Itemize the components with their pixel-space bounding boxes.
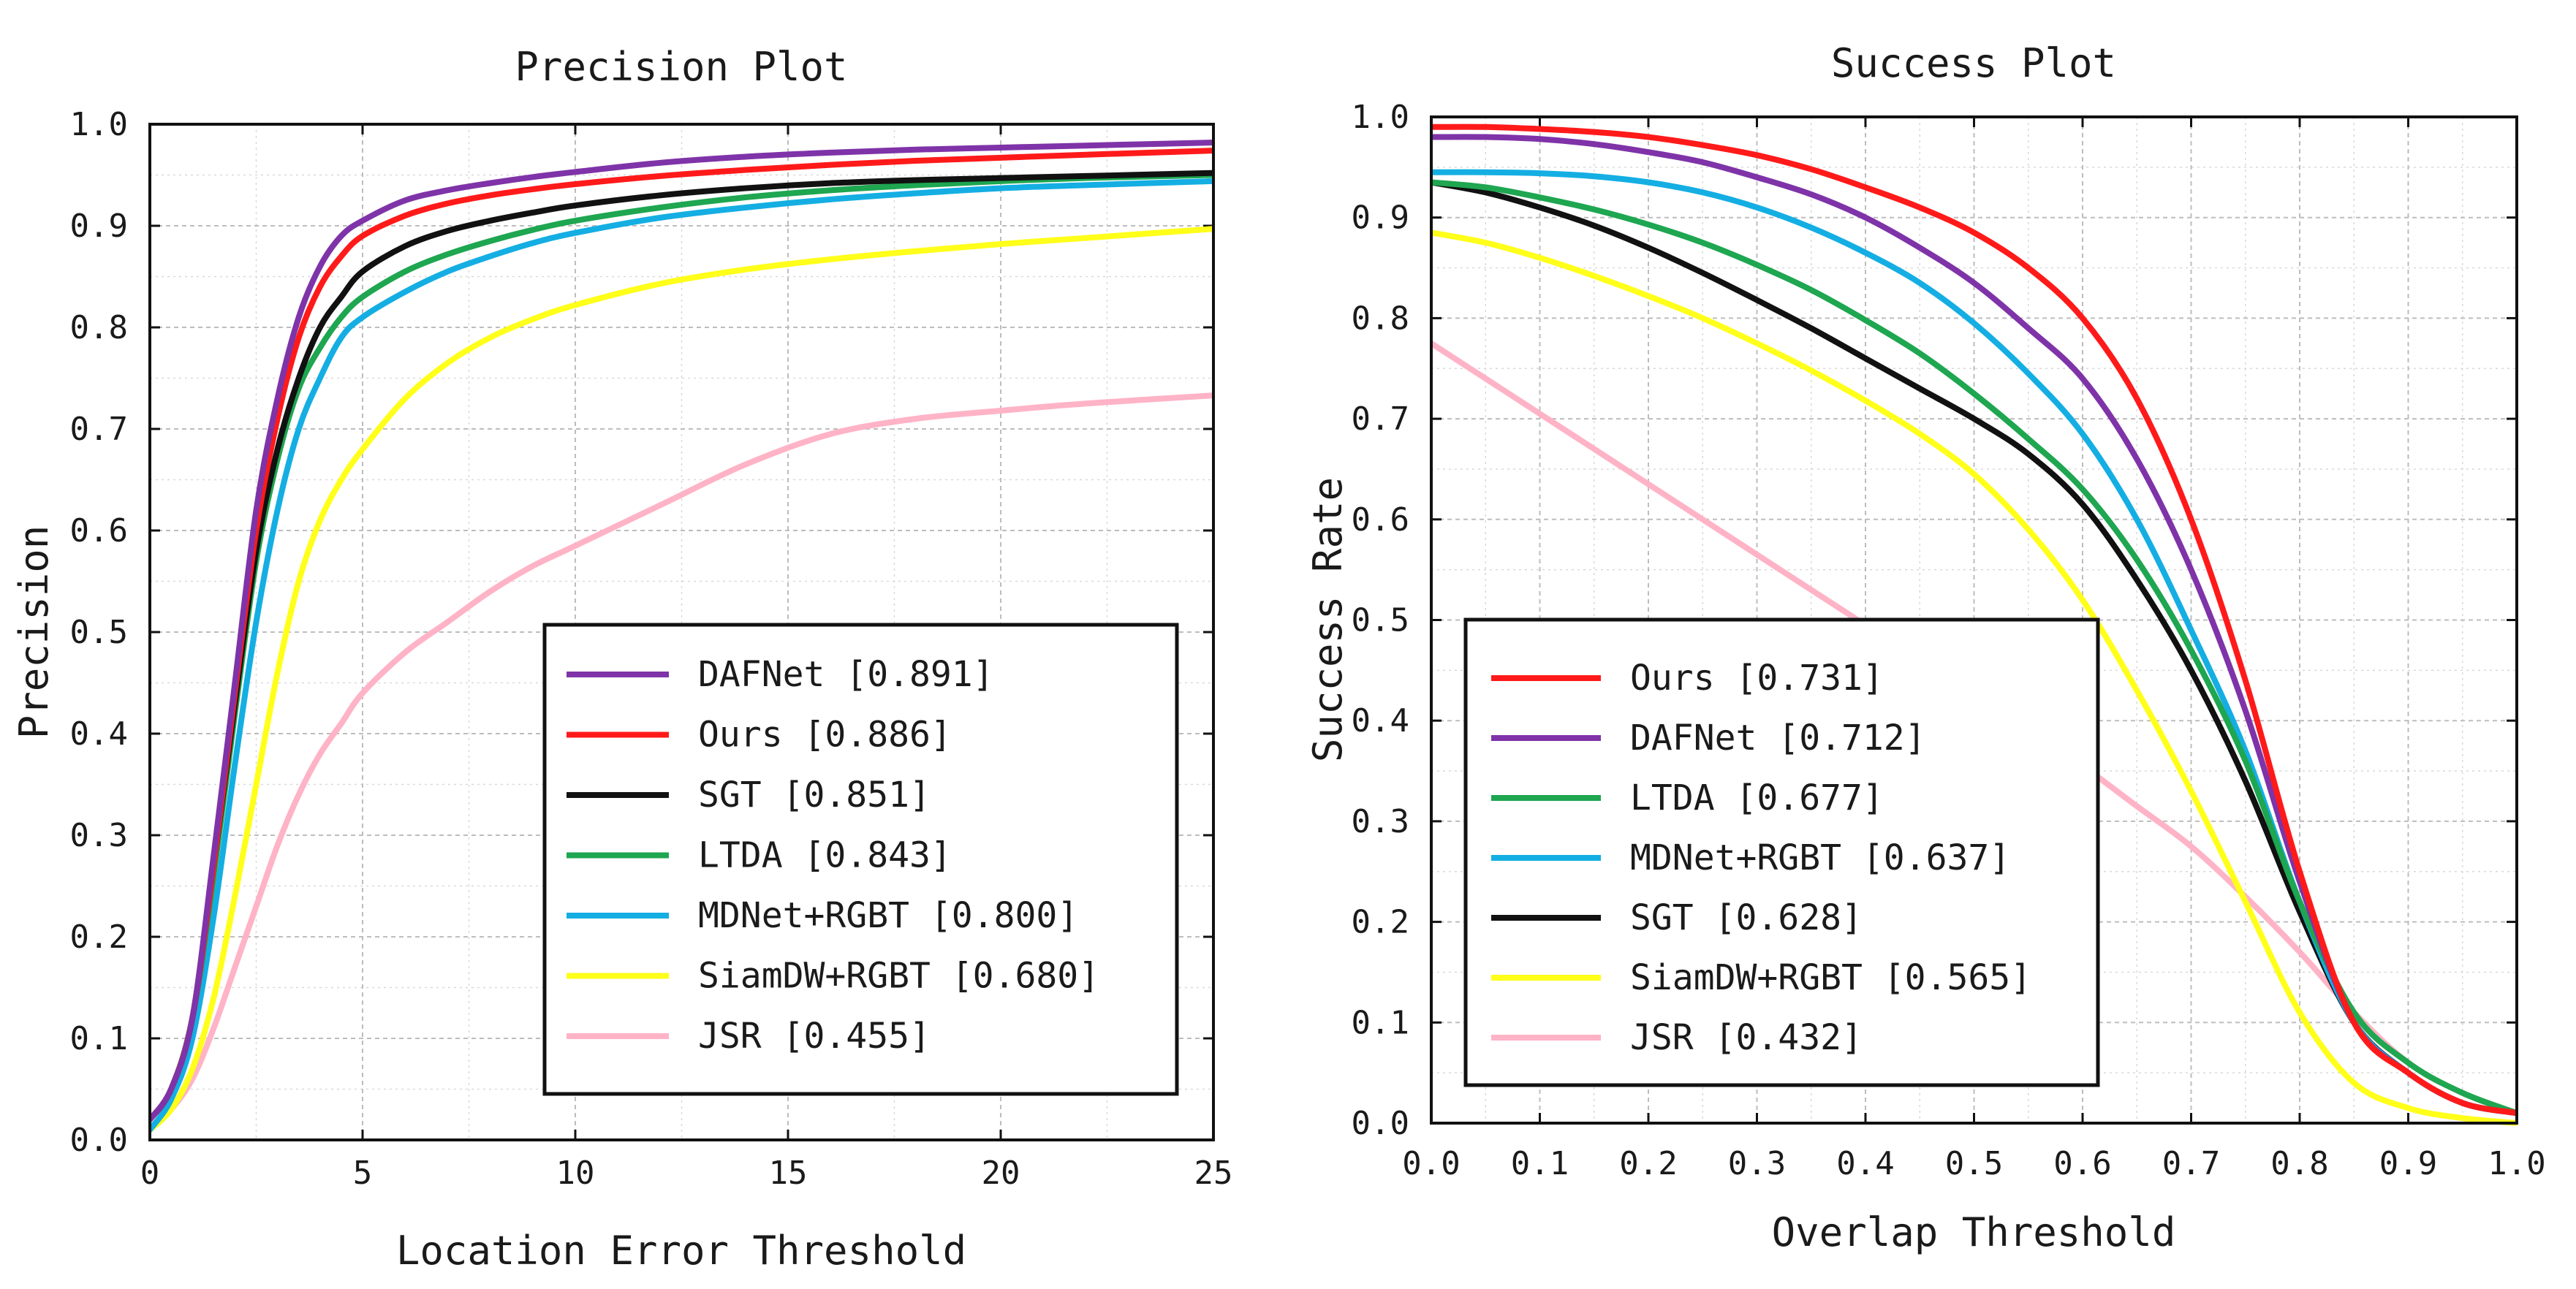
precision-legend-label-siamdw-rgbt: SiamDW+RGBT [0.680] bbox=[698, 956, 1099, 997]
success-legend-label-jsr: JSR [0.432] bbox=[1630, 1017, 1863, 1058]
precision-y-tick-label: 0.4 bbox=[70, 715, 128, 753]
precision-x-tick-label: 15 bbox=[769, 1155, 808, 1192]
success-y-tick-label: 0.7 bbox=[1352, 400, 1409, 438]
precision-ticks: 0 5 10 15 20 25 0.0 0.1 0.2 0.3 0.4 0.5 0.6 0.7 0.8 0.9… bbox=[70, 106, 1233, 1192]
precision-series bbox=[150, 140, 1213, 1133]
success-x-tick-label: 0.1 bbox=[1511, 1145, 1569, 1182]
success-x-tick-label: 0.6 bbox=[2053, 1145, 2111, 1182]
precision-y-tick-label: 0.5 bbox=[70, 614, 128, 651]
success-axes-frame bbox=[1430, 115, 2518, 1125]
precision-legend-label-ours: Ours [0.886] bbox=[698, 715, 952, 756]
precision-y-tick-label: 0.9 bbox=[70, 208, 128, 245]
precision-y-tick-label: 0.0 bbox=[70, 1122, 128, 1159]
success-y-tick-label: 0.8 bbox=[1352, 300, 1409, 337]
precision-series-line-mdnet-rgbt bbox=[150, 178, 1213, 1133]
precision-y-tick-label: 0.1 bbox=[70, 1020, 128, 1057]
success-y-tick-label: 0.3 bbox=[1352, 803, 1409, 840]
success-chart-title: Success Plot bbox=[1831, 40, 2116, 86]
success-y-tick-label: 0.4 bbox=[1352, 702, 1409, 739]
success-x-tick-label: 0.7 bbox=[2162, 1145, 2220, 1182]
success-y-tick-label: 0.5 bbox=[1352, 602, 1409, 639]
precision-x-tick-label: 0 bbox=[140, 1155, 160, 1192]
success-legend-label-mdnet-rgbt: MDNet+RGBT [0.637] bbox=[1630, 837, 2010, 878]
success-series-line-ours bbox=[1431, 123, 2517, 1117]
precision-axes-frame bbox=[148, 123, 1215, 1141]
precision-x-tick-label: 25 bbox=[1194, 1155, 1233, 1192]
success-legend-label-siamdw-rgbt: SiamDW+RGBT [0.565] bbox=[1630, 957, 2031, 998]
success-legend-label-ours: Ours [0.731] bbox=[1630, 658, 1884, 699]
precision-x-tick-label: 10 bbox=[556, 1155, 595, 1192]
success-y-tick-label: 0.1 bbox=[1352, 1004, 1409, 1041]
success-legend-box bbox=[1463, 617, 2100, 1087]
success-chart: 0.0 0.1 0.2 0.3 0.4 0.5 0.6 0.7 0.8 0.9 1.0 0.0 0.1 0… bbox=[1305, 40, 2546, 1255]
success-x-tick-label: 0.3 bbox=[1728, 1145, 1786, 1182]
success-y-tick-label: 0.9 bbox=[1352, 199, 1409, 237]
precision-y-tick-label: 1.0 bbox=[70, 106, 128, 143]
success-legend-label-sgt: SGT [0.628] bbox=[1630, 897, 1863, 938]
precision-legend-label-sgt: SGT [0.851] bbox=[698, 775, 931, 815]
precision-y-axis-label: Precision bbox=[11, 525, 57, 739]
precision-x-tick-label: 20 bbox=[982, 1155, 1020, 1192]
success-legend-label-ltda: LTDA [0.677] bbox=[1630, 777, 1884, 818]
precision-legend-label-dafnet: DAFNet [0.891] bbox=[698, 654, 994, 695]
precision-chart: 0 5 10 15 20 25 0.0 0.1 0.2 0.3 0.4 0.5 0.6 0.7 0.8 0.9… bbox=[11, 44, 1232, 1274]
precision-series-line-dafnet bbox=[150, 140, 1213, 1123]
precision-y-tick-label: 0.7 bbox=[70, 411, 128, 448]
success-x-tick-label: 1.0 bbox=[2488, 1145, 2545, 1182]
precision-series-line-jsr bbox=[150, 392, 1213, 1133]
precision-legend: DAFNet [0.891] Ours [0.886] SGT [0.851] LTD… bbox=[542, 623, 1179, 1096]
precision-y-tick-label: 0.8 bbox=[70, 309, 128, 346]
success-y-tick-label: 1.0 bbox=[1352, 99, 1409, 136]
success-x-tick-label: 0.4 bbox=[1836, 1145, 1894, 1182]
success-x-tick-label: 0.9 bbox=[2379, 1145, 2437, 1182]
precision-legend-box bbox=[542, 623, 1179, 1096]
success-y-tick-label: 0.2 bbox=[1352, 904, 1409, 941]
success-legend-label-dafnet: DAFNet [0.712] bbox=[1630, 718, 1926, 758]
success-y-tick-label: 0.0 bbox=[1352, 1105, 1409, 1142]
success-x-axis-label: Overlap Threshold bbox=[1772, 1209, 2176, 1255]
precision-series-line-siamdw-rgbt bbox=[150, 226, 1213, 1133]
precision-x-axis-label: Location Error Threshold bbox=[396, 1228, 966, 1274]
success-ticks: 0.0 0.1 0.2 0.3 0.4 0.5 0.6 0.7 0.8 0.9 1.0 0.0 0.1 0… bbox=[1352, 99, 2546, 1182]
precision-legend-label-mdnet-rgbt: MDNet+RGBT [0.800] bbox=[698, 895, 1078, 936]
precision-y-tick-label: 0.3 bbox=[70, 817, 128, 854]
success-series-line-siamdw-rgbt bbox=[1431, 229, 2517, 1126]
success-x-tick-label: 0.2 bbox=[1619, 1145, 1677, 1182]
success-legend: Ours [0.731] DAFNet [0.712] LTDA [0.677] MD… bbox=[1463, 617, 2100, 1087]
success-y-tick-label: 0.6 bbox=[1352, 501, 1409, 539]
success-x-tick-label: 0.8 bbox=[2270, 1145, 2328, 1182]
precision-y-tick-label: 0.2 bbox=[70, 919, 128, 956]
success-series bbox=[1431, 123, 2517, 1126]
precision-x-tick-label: 5 bbox=[353, 1155, 373, 1192]
precision-legend-label-jsr: JSR [0.455] bbox=[698, 1016, 931, 1057]
precision-chart-title: Precision Plot bbox=[515, 44, 847, 90]
success-x-tick-label: 0.5 bbox=[1945, 1145, 2003, 1182]
precision-legend-label-ltda: LTDA [0.843] bbox=[698, 835, 952, 876]
success-y-axis-label: Success Rate bbox=[1305, 477, 1351, 762]
success-x-tick-label: 0.0 bbox=[1402, 1145, 1460, 1182]
precision-y-tick-label: 0.6 bbox=[70, 512, 128, 550]
